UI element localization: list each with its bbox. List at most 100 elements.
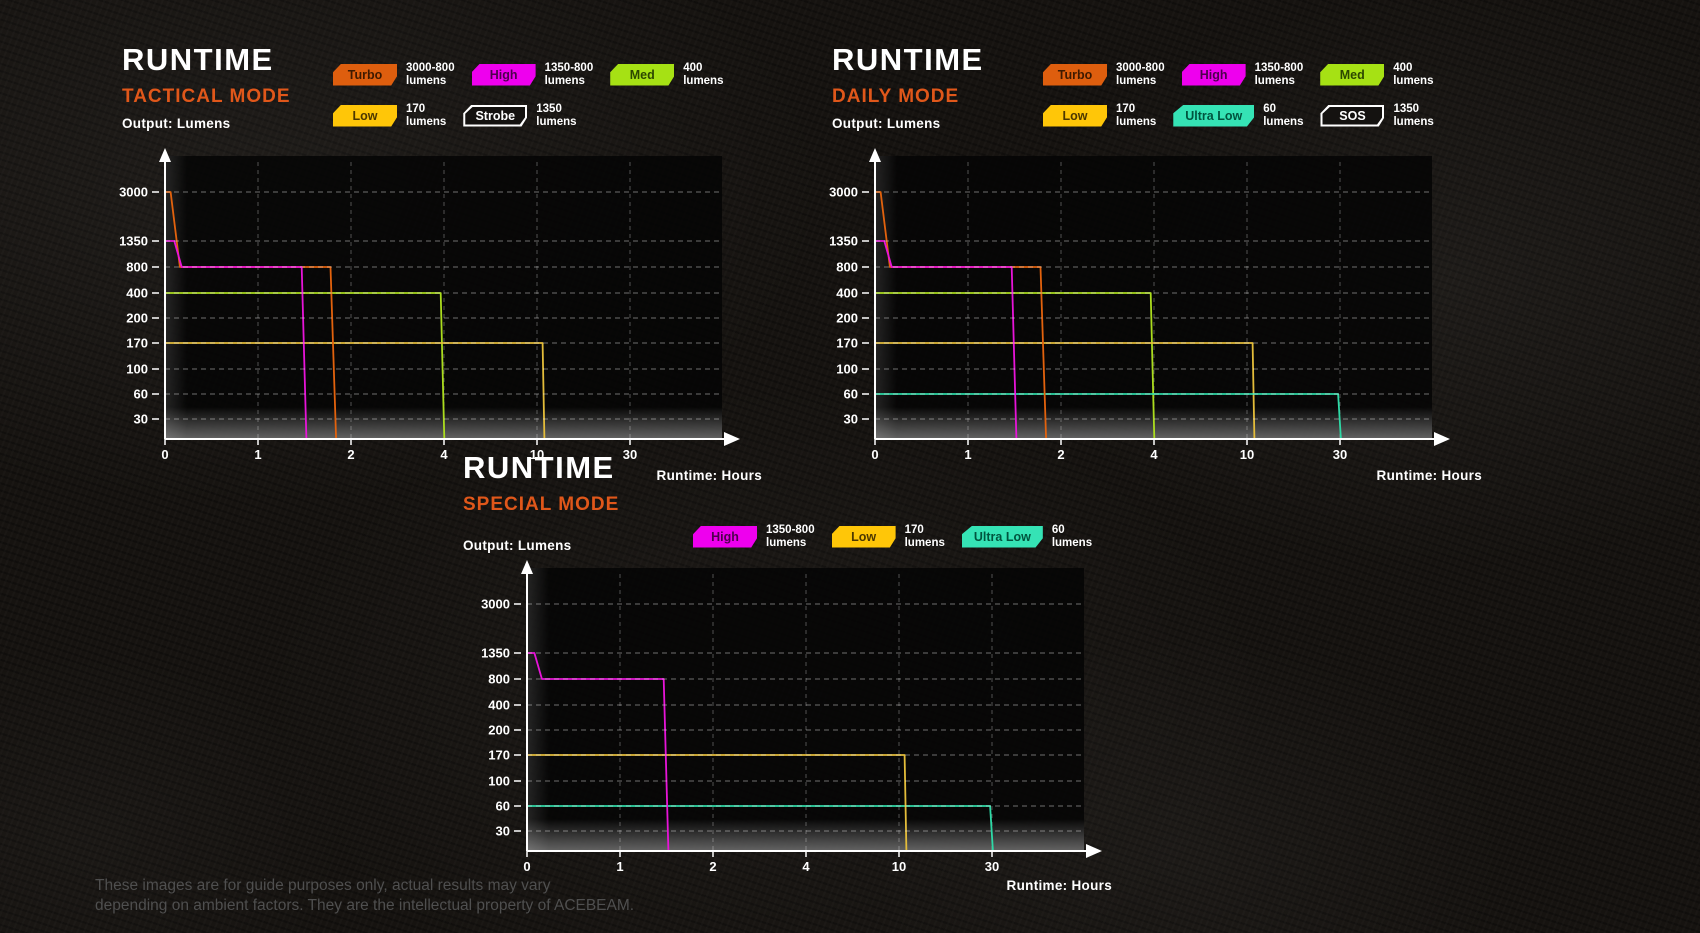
- y-tick-label: 3000: [119, 185, 148, 200]
- legend-value-lumens: 170: [1116, 103, 1136, 115]
- x-tick-label: 10: [530, 447, 544, 462]
- chart-subtitle: DAILY MODE: [832, 86, 960, 107]
- series-med: [165, 292, 446, 440]
- legend-item-ultra-low: Ultra Low 60 lumens: [961, 524, 1093, 549]
- legend-row: Low 170 lumens Ultra Low 60 lumens SOS 1350 lume…: [1043, 103, 1451, 128]
- legend-badge-label: High: [711, 529, 739, 544]
- x-tick-label: 10: [1240, 447, 1254, 462]
- y-tick-label: 170: [488, 748, 510, 763]
- y-tick-label: 400: [488, 698, 510, 713]
- y-tick-label: 800: [836, 260, 858, 275]
- legend-value: 1350 lumens: [536, 103, 576, 128]
- legend-badge-label: SOS: [1339, 108, 1366, 123]
- y-tick-label: 30: [496, 824, 510, 839]
- series-low: [875, 342, 1256, 440]
- legend-value: 3000-800 lumens: [1116, 62, 1165, 87]
- chart-title: RUNTIME: [832, 42, 984, 77]
- legend-badge-turbo: Turbo: [333, 63, 397, 86]
- x-axis-title: Runtime: Hours: [1006, 878, 1112, 893]
- legend-value-unit: lumens: [1393, 74, 1434, 87]
- legend-badge-label: Med: [1339, 67, 1365, 82]
- legend-value-lumens: 170: [406, 103, 426, 115]
- x-tick-label: 1: [254, 447, 261, 462]
- legend-value-unit: lumens: [1393, 115, 1434, 128]
- legend-badge-strobe: Strobe: [463, 104, 528, 127]
- x-tick-label: 4: [1150, 447, 1158, 462]
- legend-row: Turbo 3000-800 lumens High 1350-800 lumens Med…: [1043, 62, 1451, 87]
- runtime-chart-daily: 3000 1350 800 400 200 170 100 60 30 0 1 2 4 10 30: [829, 148, 1450, 462]
- series-turbo: [875, 191, 1047, 440]
- disclaimer-text: These images are for guide purposes only…: [95, 876, 634, 916]
- y-tick-label: 400: [836, 286, 858, 301]
- legend-value-unit: lumens: [1051, 536, 1093, 549]
- y-tick-label: 100: [126, 362, 148, 377]
- legend-value-unit: lumens: [904, 536, 945, 549]
- legend-item-turbo: Turbo 3000-800 lumens: [1043, 62, 1165, 87]
- series-turbo: [165, 191, 337, 440]
- x-tick-label: 0: [523, 859, 530, 874]
- legend-value-lumens: 1350-800: [766, 524, 815, 536]
- y-tick-label: 170: [126, 336, 148, 351]
- legend-item-med: Med 400 lumens: [1320, 62, 1433, 87]
- legend-value-lumens: 3000-800: [406, 62, 455, 74]
- disclaimer-line-2: depending on ambient factors. They are t…: [95, 897, 635, 914]
- y-tick-label: 200: [488, 723, 510, 738]
- legend-item-low: Low 170 lumens: [333, 103, 446, 128]
- legend-badge-sos: SOS: [1320, 104, 1385, 127]
- legend-value: 170 lumens: [1116, 103, 1156, 128]
- legend-value: 1350-800 lumens: [1255, 62, 1304, 87]
- x-tick-label: 4: [440, 447, 448, 462]
- legend-badge-high: High: [471, 63, 536, 86]
- legend-item-strobe: Strobe 1350 lumens: [463, 103, 577, 128]
- legend-badge-label: Low: [352, 108, 378, 123]
- legend-badge-label: Med: [629, 67, 655, 82]
- chart-legend: High 1350-800 lumens Low 170 lumens Ultra Low 6…: [693, 524, 1109, 565]
- chart-subtitle: SPECIAL MODE: [463, 494, 620, 515]
- series-high: [875, 240, 1018, 440]
- legend-value: 170 lumens: [905, 524, 945, 549]
- legend-item-sos: SOS 1350 lumens: [1320, 103, 1434, 128]
- x-tick-label: 2: [347, 447, 354, 462]
- x-tick-label: 2: [1057, 447, 1064, 462]
- y-tick-label: 60: [134, 387, 148, 402]
- legend-value-unit: lumens: [544, 74, 585, 87]
- legend-value-lumens: 1350-800: [544, 62, 594, 74]
- y-tick-label: 1350: [119, 234, 148, 249]
- legend-badge-high: High: [1181, 63, 1246, 86]
- legend-badge-label: Ultra Low: [1185, 108, 1243, 123]
- y-tick-label: 30: [844, 412, 858, 427]
- x-tick-label: 30: [985, 859, 999, 874]
- y-tick-label: 60: [496, 799, 510, 814]
- legend-badge-low: Low: [831, 525, 896, 548]
- legend-badge-med: Med: [1320, 63, 1385, 86]
- chart-header-special: RUNTIME SPECIAL MODE: [463, 450, 619, 516]
- legend-value-unit: lumens: [766, 536, 807, 549]
- legend-item-high: High 1350-800 lumens: [1181, 62, 1304, 87]
- legend-item-high: High 1350-800 lumens: [693, 524, 815, 549]
- legend-value: 1350 lumens: [1393, 103, 1433, 128]
- x-tick-label: 30: [1333, 447, 1347, 462]
- legend-value-lumens: 170: [904, 524, 924, 536]
- legend-value-unit: lumens: [1116, 74, 1157, 87]
- legend-row: High 1350-800 lumens Low 170 lumens Ultra Low 6…: [693, 524, 1109, 549]
- series-low: [165, 342, 546, 440]
- y-axis-arrow: [869, 148, 881, 162]
- y-tick-label: 1350: [829, 234, 858, 249]
- y-tick-label: 3000: [481, 597, 510, 612]
- y-axis-title: Output: Lumens: [122, 116, 231, 131]
- chart-legend: Turbo 3000-800 lumens High 1350-800 lumens Med…: [1043, 62, 1451, 144]
- chart-subtitle: TACTICAL MODE: [122, 86, 291, 107]
- legend-value: 3000-800 lumens: [406, 62, 455, 87]
- legend-item-low: Low 170 lumens: [1043, 103, 1156, 128]
- legend-row: Turbo 3000-800 lumens High 1350-800 lumens Med…: [333, 62, 740, 87]
- chart-title: RUNTIME: [463, 450, 615, 485]
- series-med: [875, 292, 1156, 440]
- legend-value-unit: lumens: [1254, 74, 1295, 87]
- legend-badge-turbo: Turbo: [1043, 63, 1107, 86]
- legend-item-ultra-low: Ultra Low 60 lumens: [1173, 103, 1303, 128]
- legend-item-turbo: Turbo 3000-800 lumens: [333, 62, 455, 87]
- legend-badge-label: High: [1199, 67, 1228, 82]
- legend-badge-low: Low: [333, 104, 397, 127]
- y-tick-label: 800: [488, 672, 510, 687]
